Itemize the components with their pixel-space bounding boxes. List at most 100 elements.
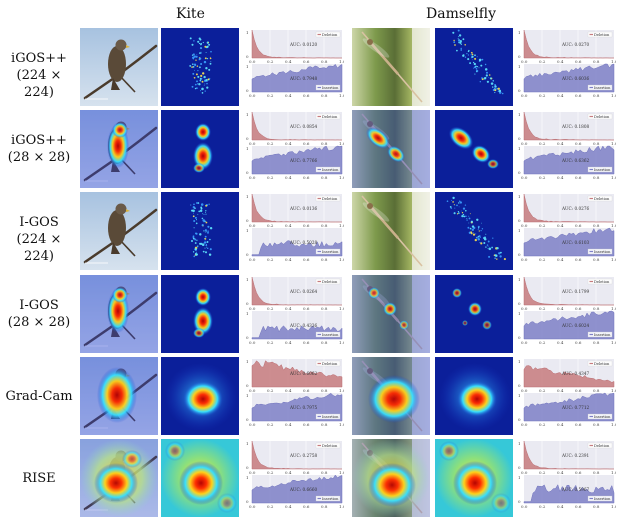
insertion-auc-label: AUC: 0.6660 (289, 487, 317, 492)
x-tick-label: 0.0 (249, 470, 256, 475)
x-tick-label: 0.2 (539, 388, 546, 393)
x-tick-label: 0.4 (557, 141, 564, 146)
legend-deletion: Deletion (322, 444, 338, 448)
kite-image (80, 110, 158, 188)
y-tick-zero: 0 (246, 136, 249, 141)
y-tick-top: 1 (518, 359, 521, 364)
y-tick-zero: 0 (518, 252, 521, 257)
legend-deletion: Deletion (322, 280, 338, 284)
y-tick-zero: 0 (518, 218, 521, 223)
damselfly-saliency-mask (435, 439, 513, 517)
legend-deletion: Deletion (594, 115, 610, 119)
x-tick-label: 0.4 (285, 141, 292, 146)
x-tick-label: 0.8 (593, 504, 600, 509)
deletion-auc-label: AUC: 0.2391 (561, 453, 589, 458)
x-tick-label: 1.0 (611, 223, 616, 228)
kite-mask-panel (161, 28, 239, 106)
kite-saliency-mask (161, 357, 239, 435)
x-tick-label: 0.0 (521, 257, 528, 262)
x-tick-label: 1.0 (339, 306, 344, 311)
x-tick-label: 0.4 (557, 175, 564, 180)
x-tick-label: 0.4 (557, 470, 564, 475)
x-tick-label: 0.6 (575, 59, 582, 64)
deletion-curve (523, 440, 614, 470)
insertion-auc-label: AUC: 0.7766 (289, 158, 317, 163)
x-tick-label: 0.8 (593, 141, 600, 146)
x-tick-label: 0.2 (539, 340, 546, 345)
x-tick-label: 0.4 (285, 340, 292, 345)
kite-image (80, 28, 158, 106)
x-tick-label: 0.0 (249, 223, 256, 228)
y-tick-zero: 0 (246, 335, 249, 340)
kite-plot-panel: AUC: 0.2758Deletion100.00.20.40.60.81.0A… (244, 439, 344, 517)
x-tick-label: 0.6 (303, 306, 310, 311)
x-tick-label: 0.4 (285, 504, 292, 509)
x-tick-label: 0.8 (321, 470, 328, 475)
x-tick-label: 0.6 (575, 388, 582, 393)
x-tick-label: 1.0 (339, 175, 344, 180)
x-tick-label: 1.0 (339, 340, 344, 345)
damselfly-image (352, 192, 430, 270)
kite-saliency-mask (161, 110, 239, 188)
x-tick-label: 0.4 (557, 422, 564, 427)
kite-mask-panel (161, 275, 239, 353)
insertion-auc-label: AUC: 0.6362 (561, 158, 589, 163)
x-tick-label: 1.0 (611, 175, 616, 180)
x-tick-label: 0.0 (249, 257, 256, 262)
damselfly-mask-panel (435, 28, 513, 106)
kite-deletion-insertion-plot: AUC: 0.0854Deletion100.00.20.40.60.81.0A… (244, 110, 344, 188)
x-tick-label: 0.2 (539, 422, 546, 427)
y-tick-top: 1 (246, 441, 249, 446)
deletion-curve (251, 360, 343, 388)
damselfly-image-panel (352, 357, 430, 435)
x-tick-label: 1.0 (611, 388, 616, 393)
y-tick-zero: 0 (246, 499, 249, 504)
x-tick-label: 0.6 (575, 175, 582, 180)
x-tick-label: 0.6 (575, 504, 582, 509)
x-tick-label: 0.4 (557, 59, 564, 64)
x-tick-label: 0.2 (539, 504, 546, 509)
y-tick-zero: 0 (518, 136, 521, 141)
legend-insertion: Insertion (322, 250, 339, 254)
deletion-auc-label: AUC: 0.1808 (561, 124, 589, 129)
x-tick-label: 0.0 (249, 422, 256, 427)
x-tick-label: 0.2 (539, 470, 546, 475)
kite-plot-panel: AUC: 0.0854Deletion100.00.20.40.60.81.0A… (244, 110, 344, 188)
x-tick-label: 0.0 (521, 306, 528, 311)
damselfly-mask-panel (435, 110, 513, 188)
y-tick-top: 1 (518, 64, 521, 69)
x-tick-label: 0.4 (557, 223, 564, 228)
kite-mask-panel (161, 110, 239, 188)
kite-mask-panel (161, 192, 239, 270)
x-tick-label: 0.2 (267, 141, 274, 146)
row-label-line: (224 × 224) (16, 68, 62, 100)
y-tick-zero: 0 (518, 383, 521, 388)
kite-image-panel (80, 192, 158, 270)
insertion-auc-label: AUC: 0.7948 (289, 76, 317, 81)
x-tick-label: 0.0 (249, 93, 256, 98)
y-tick-zero: 0 (518, 465, 521, 470)
x-tick-label: 0.6 (575, 93, 582, 98)
damselfly-image-panel (352, 28, 430, 106)
insertion-auc-label: AUC: 0.6036 (561, 76, 589, 81)
deletion-curve (251, 111, 342, 141)
y-tick-top: 1 (518, 146, 521, 151)
x-tick-label: 0.8 (321, 223, 328, 228)
x-tick-label: 0.2 (539, 141, 546, 146)
deletion-curve (251, 440, 342, 470)
kite-deletion-insertion-plot: AUC: 0.2758Deletion100.00.20.40.60.81.0A… (244, 439, 344, 517)
kite-mask-panel (161, 357, 239, 435)
kite-image (80, 275, 158, 353)
y-tick-top: 1 (518, 277, 521, 282)
x-tick-label: 1.0 (611, 306, 616, 311)
x-tick-label: 0.6 (575, 470, 582, 475)
damselfly-saliency-mask (435, 110, 513, 188)
damselfly-mask-panel (435, 439, 513, 517)
y-tick-top: 1 (246, 311, 249, 316)
row-label-line: Grad-Cam (5, 388, 73, 404)
damselfly-deletion-insertion-plot: AUC: 0.4347Deletion100.00.20.40.60.81.0A… (516, 357, 616, 435)
x-tick-label: 0.2 (267, 470, 274, 475)
damselfly-image (352, 357, 430, 435)
x-tick-label: 0.2 (267, 223, 274, 228)
x-tick-label: 0.2 (539, 257, 546, 262)
